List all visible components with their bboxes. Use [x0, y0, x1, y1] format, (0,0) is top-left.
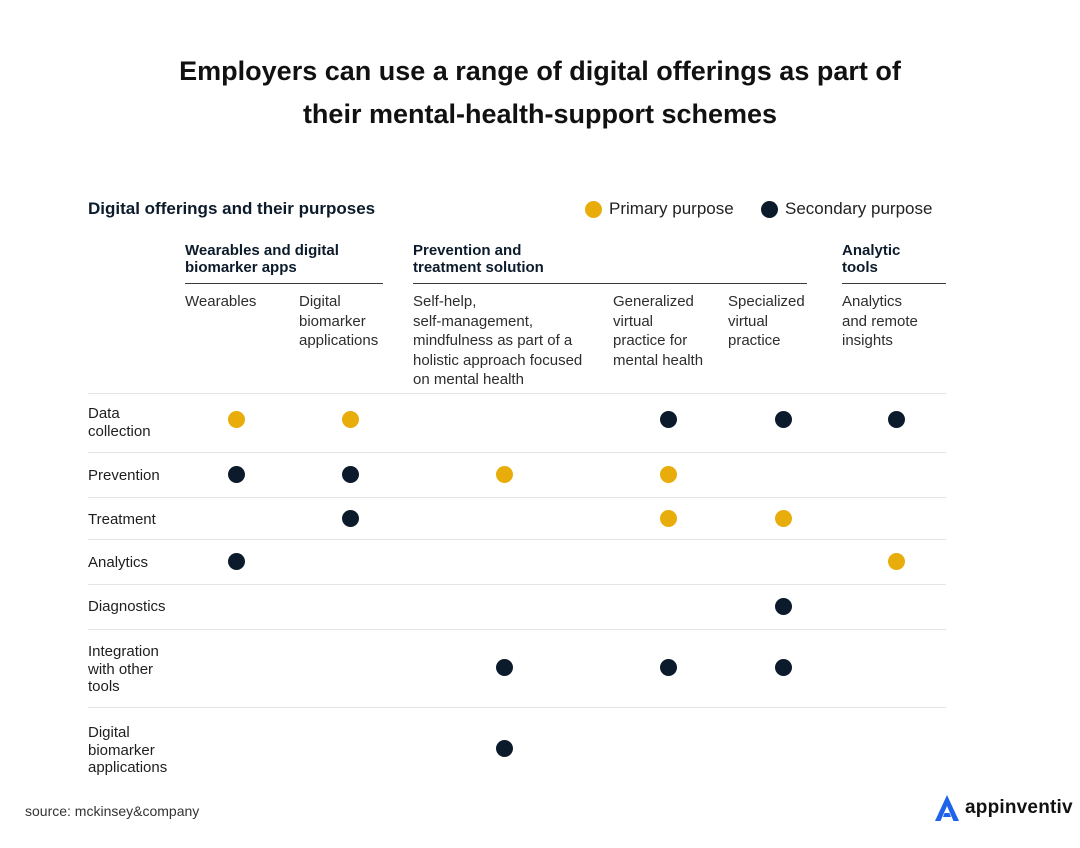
row-divider-2: [88, 452, 946, 453]
column-header-6-line-1: Analytics: [842, 293, 903, 310]
chart-title-line-1: Employers can use a range of digital off…: [179, 56, 901, 86]
secondary-purpose-dot: [774, 410, 792, 428]
column-header-2-line-3: applications: [299, 332, 379, 349]
group-rule-1: [185, 283, 383, 284]
secondary-purpose-dot: [227, 465, 245, 483]
primary-purpose-dot: [227, 410, 245, 428]
row-label-7: Digital biomarker applications: [88, 724, 167, 777]
column-header-4-line-4: mental health: [613, 351, 704, 369]
table-subtitle: Digital offerings and their purposes: [88, 199, 376, 218]
secondary-purpose-dot: [774, 597, 792, 615]
legend-primary: Primary purpose: [585, 199, 734, 219]
column-header-3-line-4: holistic approach focused: [413, 351, 583, 369]
row-label-3: Treatment: [88, 511, 156, 529]
group-header-3: Analytic tools: [842, 242, 900, 276]
secondary-purpose-dot: [659, 410, 677, 428]
primary-purpose-dot: [659, 465, 677, 483]
group-header-1: Wearables and digital biomarker apps: [185, 242, 339, 276]
column-header-3: Self-help, self-management, mindfulness as…: [413, 292, 582, 390]
column-header-2-line-1: Digital: [299, 293, 341, 310]
row-label-1-line-2: collection: [88, 422, 151, 440]
column-header-3-line-1: Self-help,: [413, 293, 477, 310]
column-header-6-line-2: and remote: [842, 312, 918, 330]
group-rule-3: [842, 283, 946, 284]
row-label-2-line-1: Prevention: [88, 467, 160, 484]
secondary-purpose-dot: [659, 658, 677, 676]
row-divider-5: [88, 584, 946, 585]
row-divider-6: [88, 629, 946, 630]
secondary-purpose-dot: [495, 658, 513, 676]
column-header-5-line-2: virtual: [728, 312, 769, 330]
column-header-4: Generalized virtual practice for mental hea…: [613, 292, 703, 370]
row-label-7-line-2: biomarker: [88, 741, 155, 759]
row-divider-3: [88, 497, 946, 498]
row-label-5: Diagnostics: [88, 598, 166, 616]
group-header-2-line-1: Prevention and: [413, 242, 522, 259]
group-header-3-line-2: tools: [842, 259, 878, 276]
legend-primary-label: Primary purpose: [609, 199, 734, 218]
row-label-1: Data collection: [88, 405, 151, 440]
legend-secondary: Secondary purpose: [761, 199, 932, 219]
row-label-3-line-1: Treatment: [88, 511, 156, 528]
secondary-purpose-dot: [227, 552, 245, 570]
group-rule-2: [413, 283, 807, 284]
primary-purpose-dot: [659, 509, 677, 527]
legend-secondary-label: Secondary purpose: [785, 199, 933, 218]
group-header-1-line-1: Wearables and digital: [185, 242, 339, 259]
row-divider-7: [88, 707, 946, 708]
legend-secondary-dot: [761, 200, 778, 218]
group-header-2: Prevention and treatment solution: [413, 242, 544, 276]
secondary-purpose-dot: [495, 739, 513, 757]
secondary-purpose-dot: [341, 509, 359, 527]
column-header-1-line-1: Wearables: [185, 293, 257, 310]
column-header-3-line-3: mindfulness as part of a: [413, 332, 573, 349]
column-header-4-line-1: Generalized: [613, 293, 694, 310]
source-note: source: mckinsey&company: [25, 803, 200, 819]
column-header-6-line-3: insights: [842, 332, 893, 349]
primary-purpose-dot: [495, 465, 513, 483]
primary-purpose-dot: [774, 509, 792, 527]
row-label-6: Integration with other tools: [88, 643, 159, 696]
row-label-2: Prevention: [88, 467, 160, 485]
row-label-6-line-3: tools: [88, 678, 120, 695]
primary-purpose-dot: [887, 552, 905, 570]
group-header-2-line-2: treatment solution: [413, 259, 544, 276]
brand-name: appinventiv: [965, 797, 1073, 818]
column-header-2-line-2: biomarker: [299, 312, 366, 330]
legend-primary-dot: [585, 200, 602, 218]
row-label-5-line-1: Diagnostics: [88, 598, 166, 615]
secondary-purpose-dot: [774, 658, 792, 676]
column-header-4-line-2: virtual: [613, 312, 654, 330]
column-header-2: Digital biomarker applications: [299, 292, 378, 351]
group-header-1-line-2: biomarker apps: [185, 259, 297, 276]
column-header-3-line-2: self-management,: [413, 312, 534, 330]
row-label-7-line-3: applications: [88, 759, 168, 776]
secondary-purpose-dot: [887, 410, 905, 428]
row-divider-4: [88, 539, 946, 540]
appinventiv-logo-icon: [935, 795, 959, 821]
row-label-7-line-1: Digital: [88, 724, 130, 741]
column-header-3-line-5: on mental health: [413, 371, 524, 388]
row-divider-1: [88, 393, 946, 394]
row-label-6-line-2: with other: [88, 660, 154, 678]
column-header-5-line-3: practice: [728, 332, 781, 349]
row-label-1-line-1: Data: [88, 405, 120, 422]
row-label-4-line-1: Analytics: [88, 554, 149, 571]
primary-purpose-dot: [341, 410, 359, 428]
row-label-4: Analytics: [88, 554, 148, 572]
column-header-4-line-3: practice for: [613, 332, 688, 349]
column-header-1: Wearables: [185, 292, 256, 312]
column-header-5: Specialized virtual practice: [728, 292, 805, 351]
brand-logo: appinventiv: [932, 793, 1073, 823]
column-header-5-line-1: Specialized: [728, 293, 805, 310]
column-header-6: Analytics and remote insights: [842, 292, 918, 351]
chart-title-line-2: their mental-health-support schemes: [302, 99, 778, 129]
secondary-purpose-dot: [341, 465, 359, 483]
group-header-3-line-1: Analytic: [842, 242, 901, 259]
row-label-6-line-1: Integration: [88, 643, 159, 660]
